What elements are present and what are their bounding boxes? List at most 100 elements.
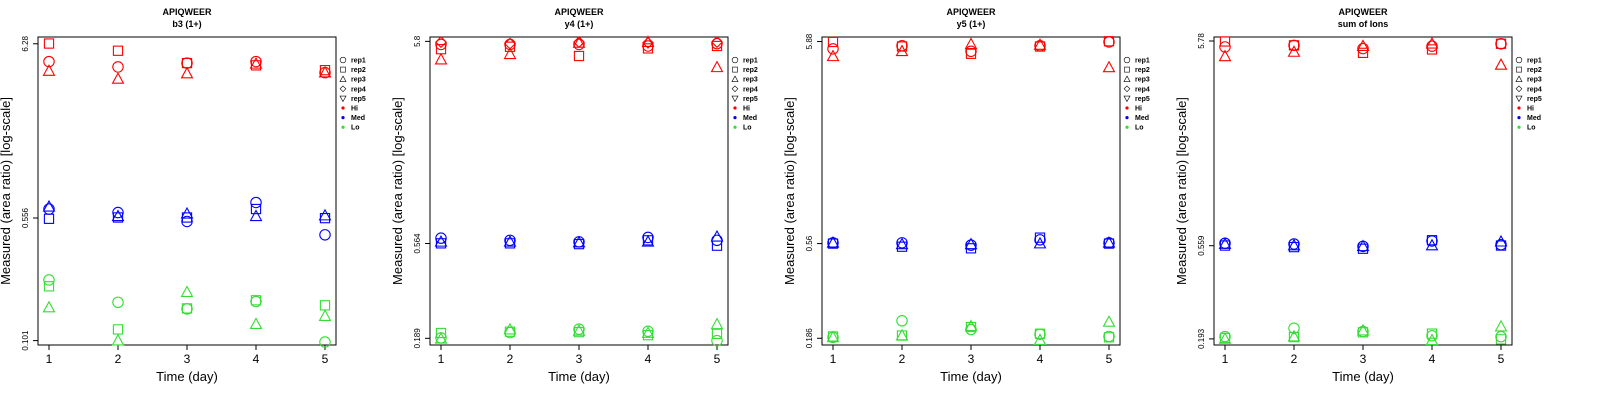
data-point — [181, 215, 193, 228]
x-tick-label: 2 — [115, 352, 122, 366]
data-point — [826, 235, 840, 248]
data-point — [1494, 58, 1508, 70]
data-point — [1357, 42, 1369, 55]
legend-label: rep4 — [1527, 86, 1542, 93]
y-tick-label: 0.564 — [413, 233, 422, 254]
data-point — [1288, 39, 1300, 52]
legend-label: Med — [743, 115, 757, 122]
data-point — [1426, 235, 1438, 246]
legend-marker — [731, 75, 739, 82]
legend-marker — [1123, 56, 1131, 64]
data-point — [896, 315, 908, 327]
legend-label: rep4 — [743, 86, 758, 93]
data-point — [1034, 328, 1046, 339]
data-point — [43, 274, 55, 286]
y-axis-label: Measured (area ratio) [log-scale] — [782, 97, 797, 285]
data-point — [1034, 232, 1046, 243]
data-point — [964, 237, 978, 250]
data-point — [895, 237, 909, 250]
data-point — [43, 281, 55, 292]
legend-marker — [1515, 95, 1523, 103]
data-point — [435, 36, 447, 49]
data-point — [641, 234, 655, 247]
data-point — [318, 65, 332, 78]
data-point — [504, 41, 516, 52]
data-point — [1287, 329, 1301, 342]
data-point — [1033, 333, 1047, 345]
data-point — [1288, 322, 1300, 334]
legend-color-dot — [1517, 106, 1521, 110]
y-tick-label: 0.101 — [21, 330, 30, 351]
data-point — [180, 285, 194, 298]
data-point — [827, 36, 839, 48]
legend-label: rep5 — [1135, 96, 1150, 103]
legend-marker — [1123, 75, 1131, 82]
data-point — [1219, 41, 1231, 53]
legend-label: Lo — [1135, 125, 1144, 132]
data-point — [249, 209, 263, 222]
data-point — [1494, 319, 1508, 332]
legend-label: Lo — [351, 125, 360, 132]
x-axis-label: Time (day) — [940, 369, 1002, 384]
chart-panel-4: APIQWEER sum of Ions 1 2 3 4 5 Time (day) 0.193 0… — [1174, 7, 1542, 384]
x-tick-label: 4 — [253, 352, 260, 366]
x-tick-label: 1 — [1222, 352, 1229, 366]
data-point — [1218, 49, 1232, 62]
data-point — [1034, 234, 1046, 246]
legend-label: Hi — [1527, 106, 1534, 113]
x-tick-label: 3 — [576, 352, 583, 366]
x-tick-label: 3 — [184, 352, 191, 366]
data-point — [1426, 328, 1438, 339]
chart-title: APIQWEER — [162, 7, 212, 17]
data-point — [319, 300, 331, 311]
data-point — [180, 206, 194, 219]
data-point — [827, 238, 839, 249]
data-point — [250, 60, 262, 71]
plot-frame — [429, 36, 729, 346]
legend-color-dot — [341, 125, 345, 129]
data-point — [573, 38, 585, 51]
legend-label: rep5 — [351, 96, 366, 103]
data-point — [504, 37, 516, 50]
data-point — [642, 36, 654, 49]
legend-label: rep2 — [1527, 67, 1542, 74]
y-axis-label: Measured (area ratio) [log-scale] — [0, 97, 13, 285]
legend-label: rep2 — [743, 67, 758, 74]
chart-title: APIQWEER — [1338, 7, 1388, 17]
data-point — [572, 235, 586, 248]
data-point — [1495, 330, 1507, 343]
legend-color-dot — [341, 106, 345, 110]
data-point — [642, 231, 654, 244]
x-tick-label: 2 — [1291, 352, 1298, 366]
legend-label: rep4 — [1135, 86, 1150, 93]
x-tick-label: 2 — [899, 352, 906, 366]
data-point — [965, 48, 977, 59]
legend-label: Hi — [743, 106, 750, 113]
data-point — [1287, 238, 1301, 251]
legend-marker — [731, 95, 739, 103]
legend-marker — [339, 75, 347, 82]
chart-subtitle: sum of Ions — [1338, 19, 1389, 29]
chart-title: APIQWEER — [946, 7, 996, 17]
legend-marker — [340, 66, 346, 73]
data-point — [573, 36, 585, 49]
legend-marker — [732, 66, 738, 73]
legend-color-dot — [1517, 116, 1521, 120]
data-point — [43, 213, 55, 224]
y-tick-label: 0.556 — [21, 207, 30, 228]
legend-color-dot — [733, 106, 737, 110]
legend-label: Med — [351, 115, 365, 122]
legend-label: rep1 — [1527, 58, 1542, 65]
data-point — [1356, 323, 1370, 336]
data-point — [112, 212, 124, 223]
data-point — [112, 324, 124, 335]
chart-panel-1: APIQWEER b3 (1+) 1 2 3 4 5 Time (day) 0.101 0.556… — [0, 7, 366, 384]
chart-title: APIQWEER — [554, 7, 604, 17]
data-point — [111, 72, 125, 84]
data-point — [710, 60, 724, 73]
data-point — [1218, 332, 1232, 344]
data-point — [641, 35, 655, 47]
x-tick-label: 5 — [714, 352, 721, 366]
legend-marker — [731, 85, 739, 93]
